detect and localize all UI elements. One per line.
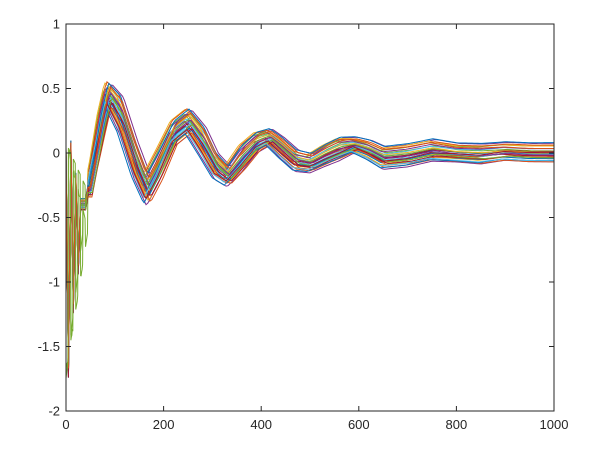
y-tick-label: -1.5 [38, 339, 60, 354]
series-line [65, 86, 555, 369]
series-line [65, 102, 554, 376]
series-line-startup [65, 147, 89, 379]
x-tick-label: 0 [62, 417, 69, 432]
x-tick-label: 800 [446, 417, 468, 432]
plot-background [66, 24, 554, 411]
y-tick-label: -0.5 [38, 210, 60, 225]
y-tick-label: -1 [48, 275, 60, 290]
series-line [65, 97, 555, 373]
x-tick-label: 200 [153, 417, 175, 432]
y-tick-label: -2 [48, 404, 60, 419]
y-tick-label: 0.5 [42, 81, 60, 96]
series-line [65, 100, 555, 375]
x-tick-label: 400 [250, 417, 272, 432]
series-layer [65, 80, 555, 379]
tick-layer: 0 200 400 600 800 1000 -2 -1.5 -1 -0.5 0 0.5 1 [38, 17, 569, 433]
series-line [65, 82, 555, 367]
x-tick-label: 600 [348, 417, 370, 432]
x-tick-label: 1000 [540, 417, 569, 432]
y-tick-label: 0 [53, 146, 60, 161]
y-tick-label: 1 [53, 17, 60, 32]
